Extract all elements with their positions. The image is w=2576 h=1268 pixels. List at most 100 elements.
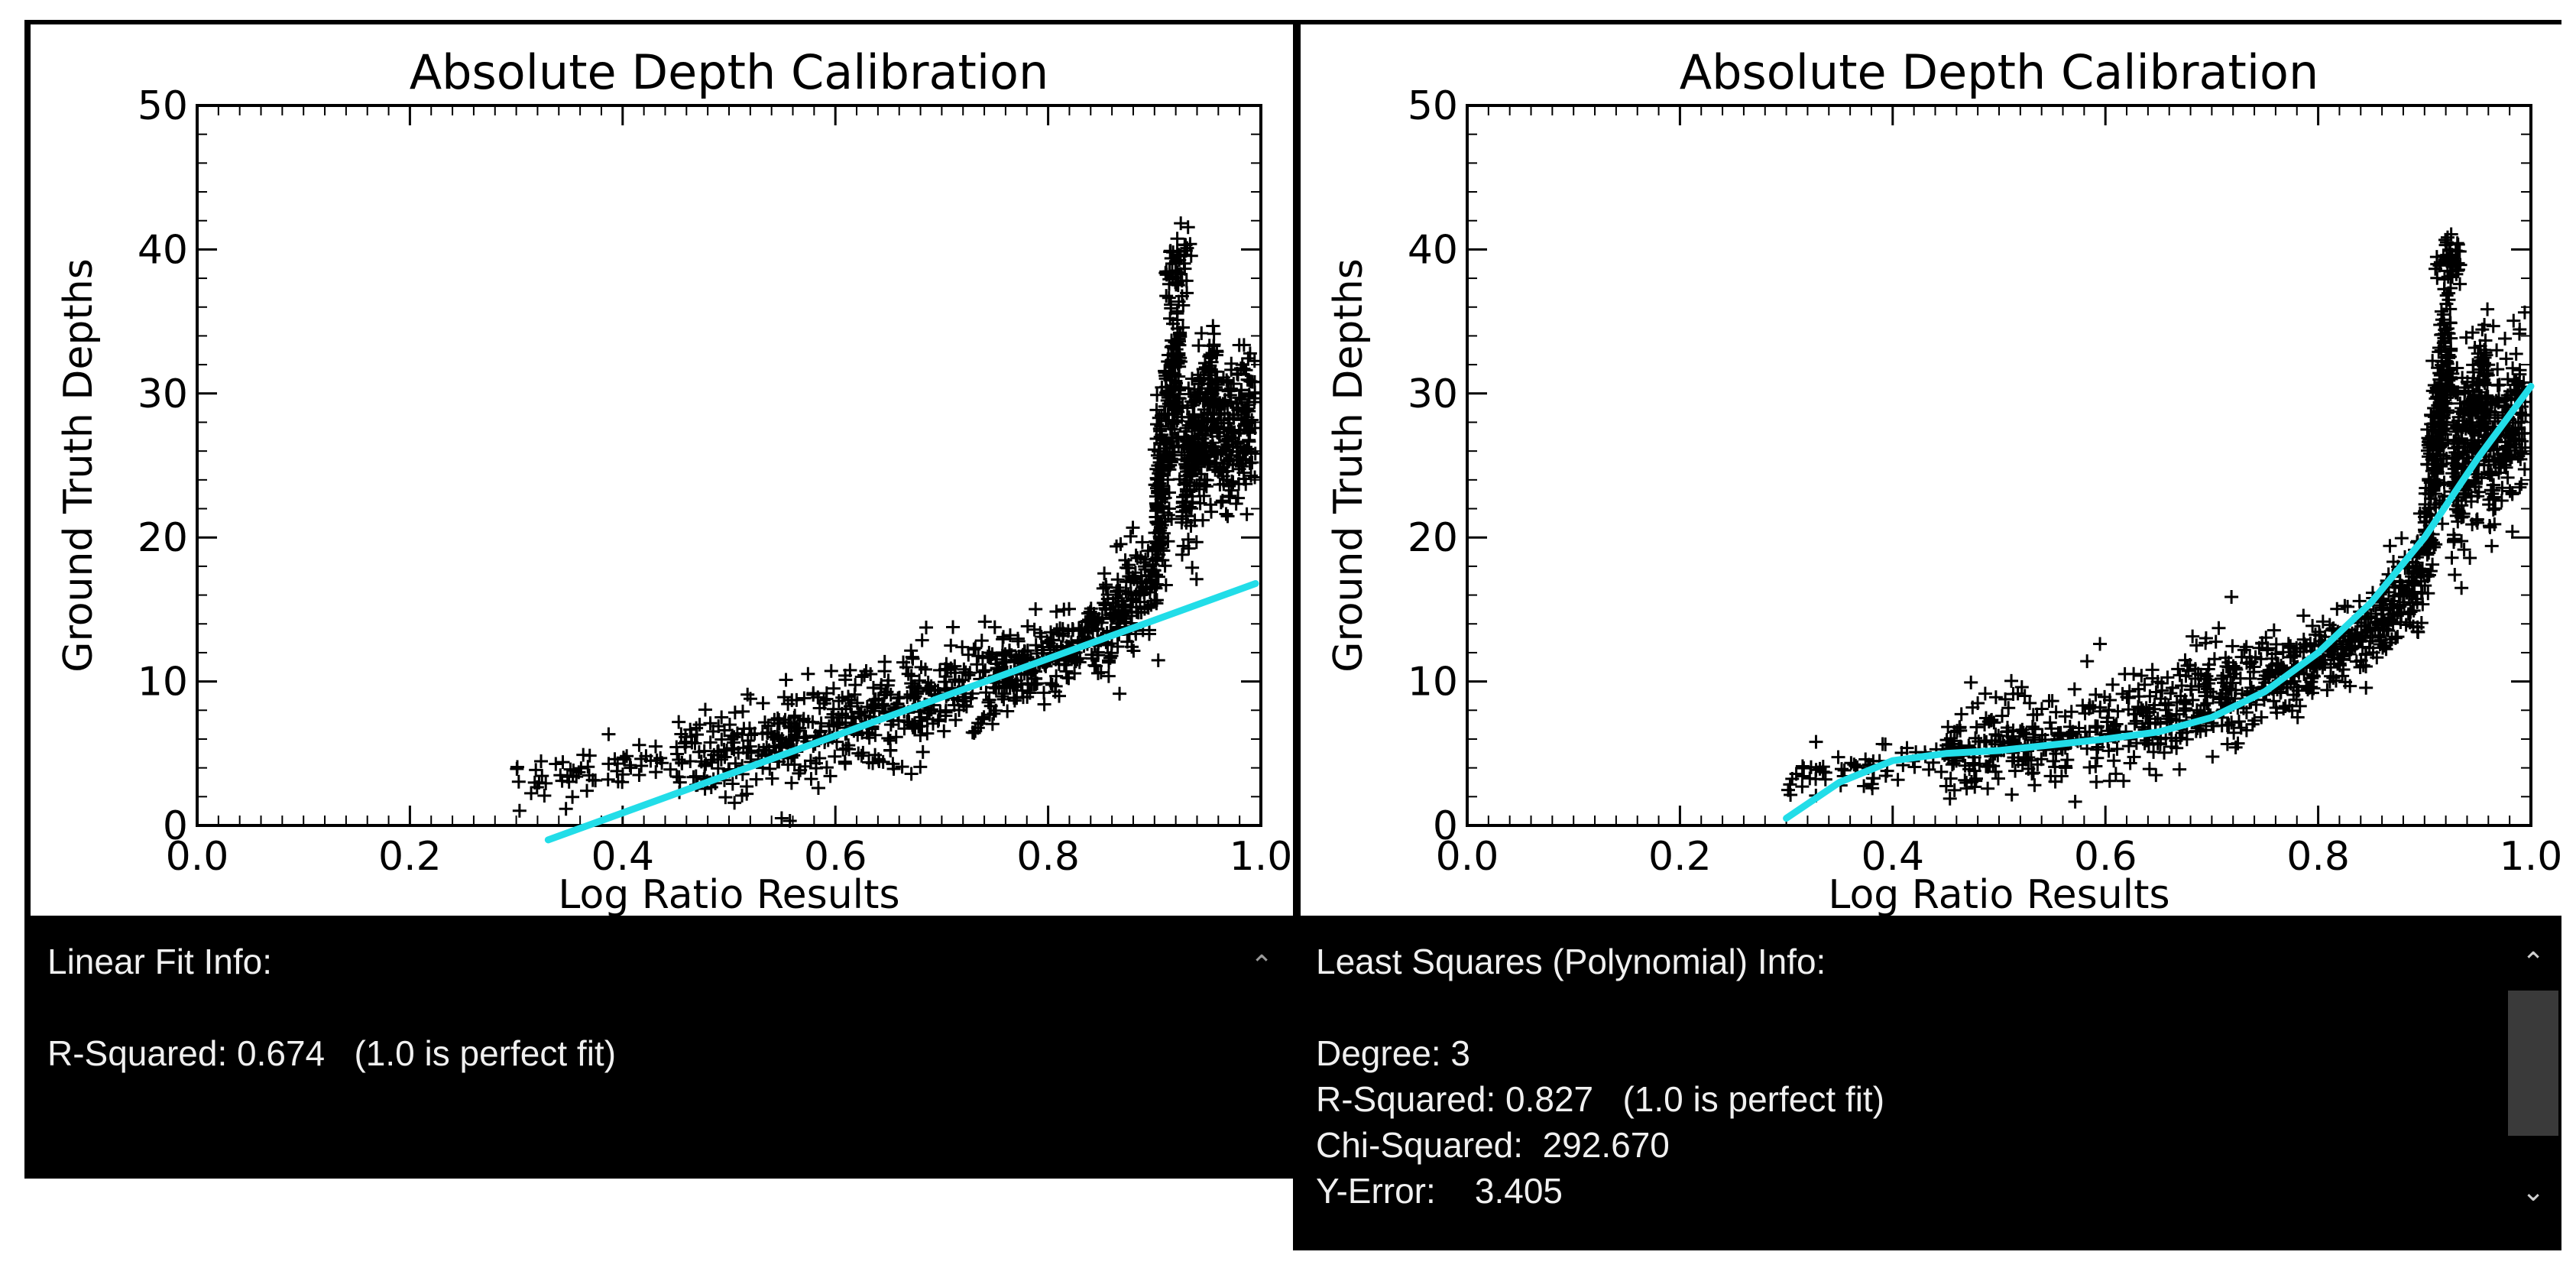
data-point xyxy=(2429,453,2443,468)
data-point xyxy=(1247,354,1262,368)
data-point xyxy=(989,681,1003,696)
data-point xyxy=(1159,264,1174,279)
data-point xyxy=(2460,375,2474,389)
data-point xyxy=(725,777,740,791)
data-point xyxy=(2435,327,2449,342)
data-point xyxy=(2198,689,2212,703)
data-point xyxy=(2495,481,2510,495)
data-point xyxy=(1231,368,1246,382)
data-point xyxy=(881,731,896,745)
data-point xyxy=(2101,702,2116,717)
data-point xyxy=(2034,752,2049,767)
data-point xyxy=(2121,739,2136,754)
data-point xyxy=(2442,252,2456,267)
data-point xyxy=(1934,764,1949,779)
chevron-up-icon[interactable]: ⌃ xyxy=(1250,950,1274,981)
data-point xyxy=(2463,550,2477,565)
data-point xyxy=(601,727,616,741)
data-point xyxy=(2396,579,2410,594)
data-point xyxy=(958,665,973,679)
data-point xyxy=(634,751,649,766)
data-point xyxy=(1159,289,1174,303)
data-point xyxy=(1162,277,1176,291)
data-point xyxy=(2418,579,2432,593)
data-point xyxy=(1116,607,1130,621)
data-point xyxy=(1176,298,1191,313)
data-point xyxy=(2381,611,2396,625)
data-point xyxy=(562,774,576,789)
data-point xyxy=(1096,581,1110,595)
data-point xyxy=(848,678,863,692)
data-point xyxy=(2016,725,2030,740)
data-point xyxy=(2475,353,2490,368)
chevron-up-icon[interactable]: ⌃ xyxy=(2522,947,2545,978)
data-point xyxy=(2453,277,2467,291)
data-point xyxy=(2425,535,2440,550)
data-point xyxy=(2368,621,2383,635)
data-point xyxy=(2512,376,2526,391)
data-point xyxy=(2393,586,2408,601)
data-point xyxy=(1149,596,1164,611)
data-point xyxy=(1166,407,1181,421)
data-point xyxy=(2231,714,2246,728)
y-tick-label: 20 xyxy=(1408,515,1458,561)
data-point xyxy=(1191,339,1206,353)
scrollbar-thumb[interactable] xyxy=(2508,991,2558,1136)
data-point xyxy=(2109,717,2124,731)
data-point xyxy=(2484,539,2499,553)
data-point xyxy=(655,756,669,770)
data-point xyxy=(2500,470,2515,485)
data-point xyxy=(919,621,934,635)
polynomial-fit-info-box[interactable]: Least Squares (Polynomial) Info: Degree:… xyxy=(1293,926,2561,1250)
data-point xyxy=(706,725,721,739)
data-point xyxy=(2406,566,2421,581)
data-point xyxy=(2149,768,2163,783)
data-point xyxy=(2342,644,2357,658)
data-point xyxy=(1126,592,1140,606)
data-point xyxy=(1954,707,1968,722)
data-point xyxy=(2111,704,2125,718)
data-point xyxy=(2227,666,2241,681)
data-point xyxy=(1213,429,1227,443)
data-point xyxy=(1179,421,1194,436)
data-point xyxy=(675,756,689,770)
data-point xyxy=(581,760,595,774)
data-point xyxy=(2517,462,2532,477)
data-point xyxy=(957,662,971,676)
data-point xyxy=(2259,631,2273,645)
data-point xyxy=(1151,484,1165,498)
data-point xyxy=(1051,689,1066,703)
data-point xyxy=(1178,238,1193,252)
data-point xyxy=(2506,313,2521,328)
data-point xyxy=(2505,524,2519,539)
data-point xyxy=(1809,735,1823,749)
linear-fit-info-box[interactable]: Linear Fit Info: R-Squared: 0.674 (1.0 i… xyxy=(24,926,1293,1179)
data-point xyxy=(2060,753,2075,767)
data-point xyxy=(2027,778,2042,793)
data-point xyxy=(2163,686,2178,701)
data-point xyxy=(2067,682,2082,696)
data-point xyxy=(2120,689,2134,704)
data-point xyxy=(2123,756,2137,770)
chevron-down-icon[interactable]: ⌄ xyxy=(2522,1176,2545,1208)
data-point xyxy=(2035,728,2049,742)
data-point xyxy=(1206,319,1220,333)
data-point xyxy=(1978,686,1992,701)
data-point xyxy=(1222,478,1236,493)
data-point xyxy=(811,690,825,705)
data-point xyxy=(1161,508,1175,522)
data-point xyxy=(1181,433,1196,448)
data-point xyxy=(2341,599,2355,614)
data-point xyxy=(2296,632,2311,647)
data-point xyxy=(955,694,970,709)
data-point xyxy=(1922,762,1936,777)
data-point xyxy=(895,760,909,774)
data-point xyxy=(2304,679,2318,694)
data-point xyxy=(877,664,892,679)
data-point xyxy=(904,669,919,683)
data-point xyxy=(2224,590,2239,605)
data-point xyxy=(977,615,992,629)
data-point xyxy=(756,696,770,711)
data-point xyxy=(2001,701,2016,715)
data-point xyxy=(1049,605,1064,619)
